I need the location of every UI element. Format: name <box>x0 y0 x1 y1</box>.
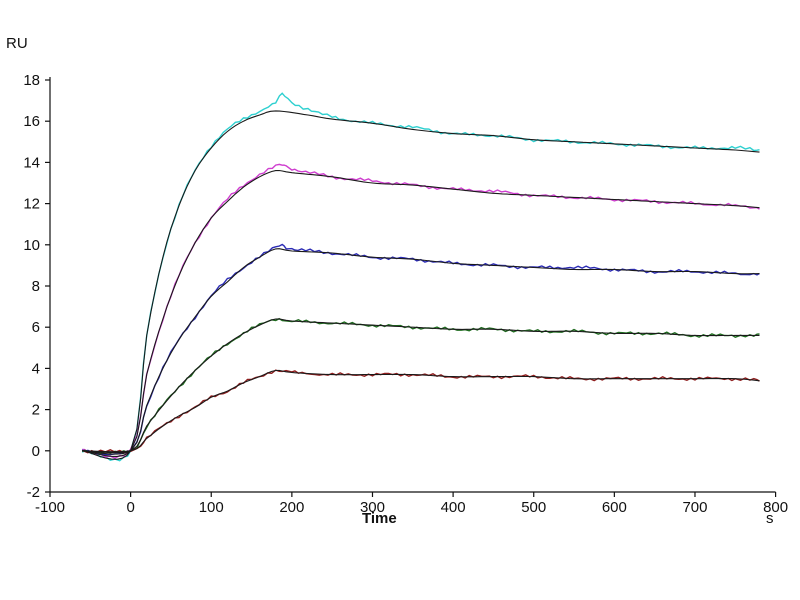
svg-text:-2: -2 <box>27 484 40 501</box>
svg-text:4: 4 <box>32 360 40 377</box>
svg-text:2: 2 <box>32 402 40 419</box>
svg-text:600: 600 <box>602 499 627 516</box>
svg-text:16: 16 <box>23 113 40 130</box>
svg-text:6: 6 <box>32 319 40 336</box>
svg-text:14: 14 <box>23 154 40 171</box>
y-axis-unit-label: RU <box>6 35 28 52</box>
svg-text:100: 100 <box>199 499 224 516</box>
svg-text:200: 200 <box>279 499 304 516</box>
svg-text:8: 8 <box>32 278 40 295</box>
svg-text:700: 700 <box>682 499 707 516</box>
svg-text:0: 0 <box>32 443 40 460</box>
svg-text:-100: -100 <box>35 499 65 516</box>
svg-text:10: 10 <box>23 237 40 254</box>
svg-text:500: 500 <box>521 499 546 516</box>
svg-text:400: 400 <box>441 499 466 516</box>
x-axis-unit-label: s <box>766 510 774 527</box>
svg-text:800: 800 <box>763 499 788 516</box>
svg-text:18: 18 <box>23 72 40 89</box>
x-axis-title: Time <box>362 510 397 527</box>
svg-text:12: 12 <box>23 196 40 213</box>
svg-text:300: 300 <box>360 499 385 516</box>
svg-text:0: 0 <box>126 499 134 516</box>
